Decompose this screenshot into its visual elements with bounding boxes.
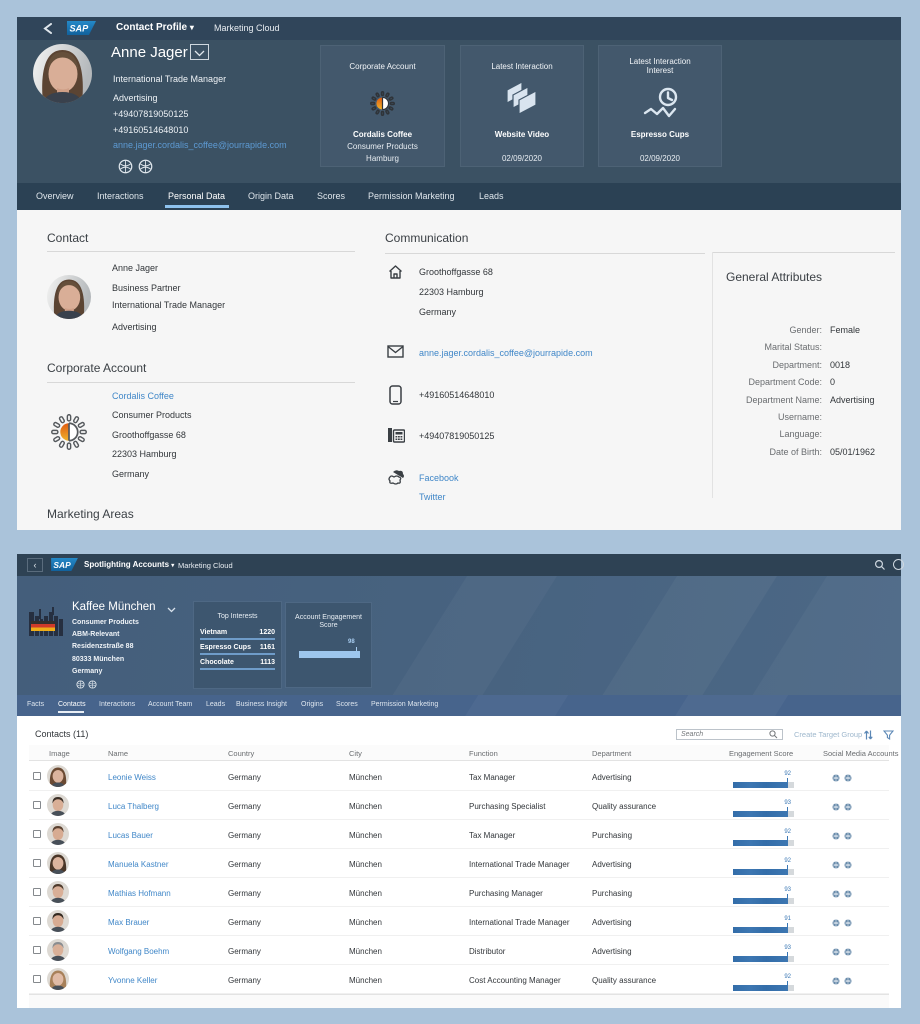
svg-text:SAP: SAP bbox=[69, 24, 89, 34]
svg-text:SAP: SAP bbox=[53, 560, 71, 570]
